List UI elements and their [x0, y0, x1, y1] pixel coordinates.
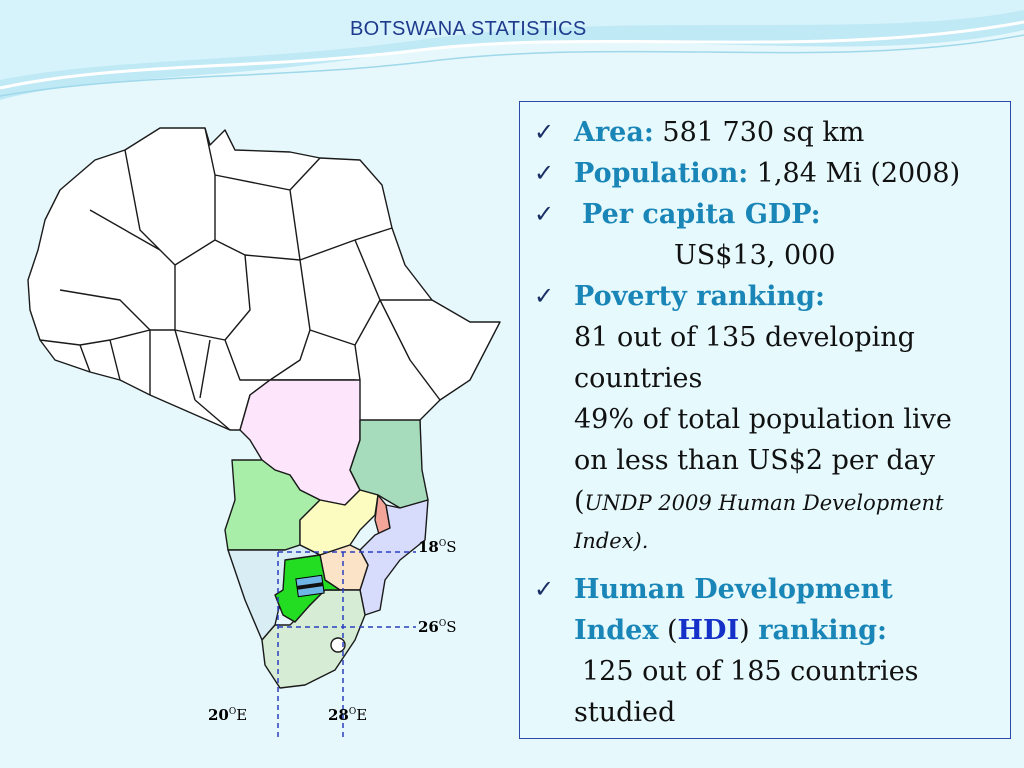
stat-population: ✓ Population: 1,84 Mi (2008) [534, 153, 1002, 194]
stat-gdp: ✓ Per capita GDP: US$13, 000 [534, 194, 1002, 276]
stats-panel: ✓ Area: 581 730 sq km ✓ Population: 1,84… [519, 101, 1011, 739]
checkmark-icon: ✓ [534, 118, 555, 146]
label-26s: 26OS [418, 618, 457, 636]
checkmark-icon: ✓ [534, 575, 555, 603]
country-lesotho [330, 637, 346, 653]
label-28e: 28OE [328, 706, 368, 724]
country-border [39, 127, 441, 431]
slide-title: BOTSWANA STATISTICS [350, 18, 587, 40]
stats-list: ✓ Area: 581 730 sq km ✓ Population: 1,84… [520, 102, 1010, 733]
africa-map [27, 127, 501, 740]
checkmark-icon: ✓ [534, 159, 555, 187]
poverty-source: (UNDP 2009 Human Development [574, 486, 944, 517]
checkmark-icon: ✓ [534, 282, 555, 310]
label-20e: 20OE [208, 706, 248, 724]
stat-poverty: ✓ Poverty ranking: 81 out of 135 develop… [534, 276, 1002, 557]
stat-area: ✓ Area: 581 730 sq km [534, 112, 1002, 153]
background-waves [0, 0, 1024, 100]
botswana-flag-icon [295, 574, 325, 598]
stat-hdi: ✓ Human Development Index (HDI) ranking:… [534, 569, 1002, 733]
checkmark-icon: ✓ [534, 200, 555, 228]
label-18s: 18OS [418, 538, 457, 556]
